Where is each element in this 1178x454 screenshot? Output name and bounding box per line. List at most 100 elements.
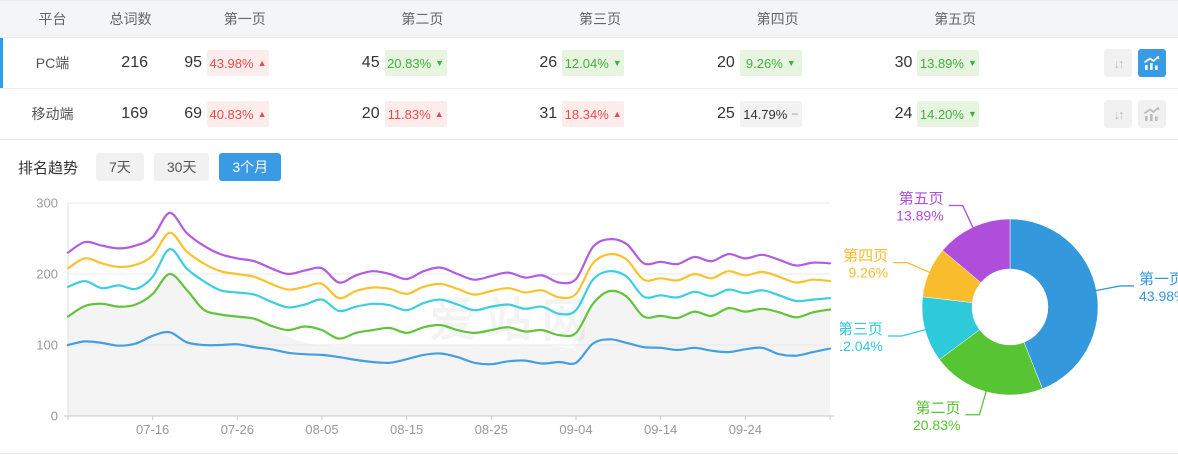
row-actions: ↓↑	[1044, 49, 1178, 77]
page4-cell: 20 9.26% ▼	[689, 50, 867, 76]
x-axis-tick-label: 09-14	[644, 422, 677, 437]
x-axis-tick-label: 09-24	[729, 422, 762, 437]
pie-label-name: 第三页	[840, 320, 883, 338]
trend-toolbar: 排名趋势 7天 30天 3个月	[18, 152, 1178, 182]
page4-pct-badge: 14.79% −	[739, 101, 802, 127]
page3-pct-badge: 12.04% ▼	[562, 50, 625, 76]
page2-pct-badge: 11.83% ▲	[384, 101, 447, 127]
page1-pct-badge: 43.98% ▲	[207, 50, 269, 76]
col-header-page1: 第一页	[223, 11, 266, 27]
table-row[interactable]: PC端 216 95 43.98% ▲ 45 20.83% ▼ 26 12.04% ▼…	[0, 38, 1178, 89]
page1-cell: 69 40.83% ▲	[156, 101, 334, 127]
tab-30-days[interactable]: 30天	[153, 153, 210, 181]
page4-pct-badge: 9.26% ▼	[739, 50, 802, 76]
table-row[interactable]: 移动端 169 69 40.83% ▲ 20 11.83% ▲ 31 18.34% ▲…	[0, 89, 1178, 140]
trend-arrow-icon: ▲	[257, 108, 267, 119]
platform-label: PC端	[35, 55, 70, 71]
col-header-page2: 第二页	[401, 11, 444, 27]
pie-label-pct: 9.26%	[848, 265, 888, 281]
sort-arrows-icon: ↓↑	[1113, 55, 1125, 71]
col-header-page3: 第三页	[578, 11, 621, 27]
total-keywords-value: 216	[121, 54, 148, 71]
trend-line-第二页	[66, 272, 832, 340]
pie-label-name: 第二页	[915, 399, 960, 417]
row-actions: ↓↑	[1044, 100, 1178, 128]
x-axis-tick-label: 07-16	[136, 422, 169, 437]
tab-7-days[interactable]: 7天	[96, 153, 144, 181]
sort-button[interactable]: ↓↑	[1104, 100, 1132, 128]
trend-line-第五页	[66, 211, 832, 285]
x-axis-tick-label: 08-15	[390, 422, 423, 437]
page3-cell: 31 18.34% ▲	[511, 101, 689, 127]
tab-3-months[interactable]: 3个月	[219, 153, 282, 181]
trend-arrow-icon: ▼	[612, 57, 622, 68]
col-header-page4: 第四页	[756, 11, 799, 27]
charts-area: 爱站网 0 100 200 300 07-16 07-26 08-05 08-15 08-25 09…	[0, 186, 1178, 453]
trend-arrow-icon: ▲	[612, 108, 622, 119]
page3-count: 31	[539, 105, 558, 122]
y-axis-tick-label: 0	[51, 409, 58, 424]
page3-cell: 26 12.04% ▼	[511, 50, 689, 76]
trend-line-第一页	[66, 330, 832, 366]
x-axis-tick-label: 09-04	[559, 422, 592, 437]
col-header-platform: 平台	[38, 11, 67, 27]
page5-pct-badge: 13.89% ▼	[917, 50, 980, 76]
y-axis-tick-label: 100	[36, 338, 58, 353]
trend-chart-button[interactable]	[1138, 100, 1166, 128]
total-keywords-value: 169	[121, 105, 148, 122]
table-header-row: 平台 总词数 第一页 第二页 第三页 第四页 第五页	[0, 1, 1178, 38]
pie-label-connector	[887, 328, 928, 337]
y-axis-tick-label: 300	[36, 196, 58, 211]
page2-cell: 20 11.83% ▲	[334, 101, 512, 127]
page1-cell: 95 43.98% ▲	[156, 50, 334, 76]
active-row-accent	[0, 38, 3, 88]
pie-label-pct: 12.04%	[840, 338, 883, 354]
pie-label-name: 第四页	[843, 247, 888, 265]
page1-count: 69	[184, 105, 202, 122]
pie-label-connector	[965, 389, 988, 416]
pie-slice-第五页[interactable]	[942, 218, 1011, 283]
trend-arrow-icon: ▼	[967, 57, 977, 68]
trend-arrow-icon: ▼	[786, 57, 796, 68]
pie-label-name: 第五页	[899, 189, 944, 207]
trend-arrow-icon: ▼	[435, 57, 445, 68]
trend-line-第三页	[66, 248, 832, 316]
x-axis-tick-label: 07-26	[221, 422, 254, 437]
x-axis-tick-label: 08-05	[305, 422, 338, 437]
page2-count: 45	[361, 54, 380, 71]
trend-arrow-icon: ▼	[967, 108, 977, 119]
page5-cell: 30 13.89% ▼	[866, 50, 1044, 76]
trend-section-title: 排名趋势	[18, 159, 79, 177]
trend-line-第四页	[66, 231, 832, 300]
col-header-page5: 第五页	[934, 11, 977, 27]
page4-count: 20	[717, 54, 735, 71]
pie-label-connector	[1094, 285, 1135, 292]
trend-arrow-icon: ▲	[434, 108, 444, 119]
page4-count: 25	[717, 105, 735, 122]
col-header-total: 总词数	[109, 11, 152, 27]
x-axis-tick-label: 08-25	[475, 422, 508, 437]
pie-label-pct: 20.83%	[913, 417, 960, 433]
pie-slice-第二页[interactable]	[939, 329, 1043, 396]
page3-count: 26	[539, 54, 558, 71]
page2-cell: 45 20.83% ▼	[334, 50, 512, 76]
pie-label-connector	[893, 261, 932, 274]
page2-pct-badge: 20.83% ▼	[384, 50, 447, 76]
page5-count: 24	[894, 105, 913, 122]
watermark: 爱站网	[430, 294, 598, 346]
trend-chart-button[interactable]	[1138, 49, 1166, 77]
trend-arrow-icon: −	[791, 107, 799, 121]
page1-count: 95	[184, 54, 202, 71]
sort-arrows-icon: ↓↑	[1113, 106, 1125, 122]
sort-button[interactable]: ↓↑	[1104, 49, 1132, 77]
page2-count: 20	[361, 105, 380, 122]
page3-pct-badge: 18.34% ▲	[562, 101, 625, 127]
pie-label-pct: 43.98%	[1139, 288, 1178, 304]
y-axis-tick-label: 200	[36, 267, 58, 282]
pie-label-name: 第一页	[1139, 270, 1178, 288]
page5-pct-badge: 14.20% ▼	[917, 101, 980, 127]
pie-slice-第一页[interactable]	[1009, 218, 1099, 390]
page5-count: 30	[894, 54, 913, 71]
